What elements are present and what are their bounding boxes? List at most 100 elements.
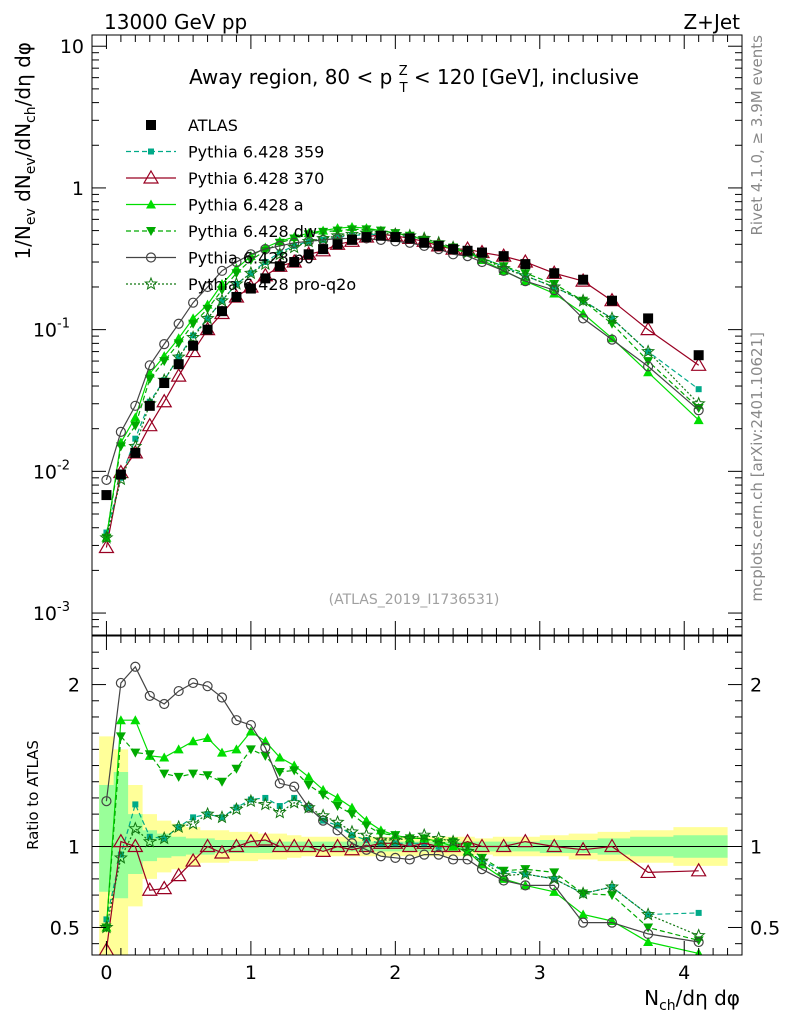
ratio-point-pp0 [476,864,488,875]
legend-label-pdw: Pythia 6.428 dw [188,222,317,241]
ratio-point-p370 [127,838,144,853]
ratio-point-p370 [690,862,707,877]
ratio-point-pdw [361,821,372,831]
ratio-point-pp0 [216,692,228,703]
ratio-point-pq2o [431,831,446,845]
main-point-atlas [578,274,589,285]
main-point-pq2o [691,396,706,410]
ratio-point-pp0 [346,838,358,849]
ratio-point-pq2o [475,853,489,867]
main-point-pp0 [216,265,228,276]
ratio-point-p370 [473,838,491,853]
ratio-point-pp0 [390,852,401,863]
ratio-point-pq2o [142,834,157,848]
main-point-pdw [115,442,126,452]
ratio-point-p370 [315,843,332,857]
main-point-pa [607,333,617,343]
ratio-point-pq2o [272,805,287,819]
main-point-p359 [609,315,615,322]
main-point-pq2o [301,233,316,248]
ratio-y-tick-label: 2 [68,675,80,697]
ratio-point-pq2o [417,827,432,842]
main-point-pp0 [693,405,704,416]
ratio-point-p370 [358,838,375,853]
main-point-pq2o [200,311,215,325]
main-point-pp0 [159,339,170,350]
ratio-point-p359 [247,796,254,803]
ratio-point-pq2o [373,832,388,847]
ratio-point-pa [173,744,184,754]
main-point-pdw [188,319,199,329]
main-line-pq2o [105,232,700,538]
ratio-point-pp0 [303,802,314,813]
main-point-atlas [549,268,560,279]
ratio-point-pp0 [173,685,184,697]
main-y-axis-label: 1/Nev dNev/dNch/dη dφ [11,42,39,260]
ratio-point-pq2o [496,868,511,882]
main-point-pq2o [99,530,114,544]
ratio-point-pa [260,736,271,746]
main-point-p370 [640,321,657,336]
ratio-point-pa [643,937,654,947]
main-point-pq2o [547,279,562,293]
ratio-point-p370 [228,838,245,853]
ratio-point-pq2o [157,831,172,845]
ratio-series-pq2o [99,793,706,942]
analysis-watermark: (ATLAS_2019_I1736531) [329,592,500,608]
ratio-point-p370 [242,833,259,848]
main-point-atlas [643,313,654,324]
ratio-y-tick-label-right: 2 [750,675,762,697]
main-point-pq2o [272,246,287,261]
main-point-pdw [159,357,170,367]
main-point-pp0 [173,318,184,329]
ratio-point-pq2o [301,800,316,814]
main-point-pp0 [520,276,531,287]
main-point-pdw [217,286,227,296]
ratio-point-pp0 [260,742,271,753]
legend-marker-pp0 [145,252,157,263]
ratio-point-p359 [132,801,139,808]
legend-label-pq2o: Pythia 6.428 pro-q2o [188,275,356,294]
ratio-point-pq2o [243,793,258,808]
main-point-pq2o [496,261,511,275]
main-point-pp0 [130,400,141,411]
ratio-point-p370 [372,835,389,849]
ratio-point-p370 [603,838,621,853]
main-point-atlas [115,469,126,480]
main-point-atlas [202,324,213,335]
main-point-p370 [141,417,158,432]
ratio-point-p370 [213,844,231,859]
main-point-pq2o [605,311,619,325]
legend-entry-pq2o: Pythia 6.428 pro-q2o [126,275,356,294]
ratio-point-pp0 [101,796,112,807]
ratio-point-pa [159,752,170,762]
ratio-point-p370 [156,880,173,895]
side-label-top: Rivet 4.1.0, ≥ 3.9M events [748,35,766,236]
legend-label-p359: Pythia 6.428 359 [188,143,324,162]
ratio-point-p359 [117,851,124,858]
main-point-pa [643,367,654,377]
ratio-point-pq2o [99,920,114,934]
ratio-point-p359 [219,814,225,821]
legend-label-p370: Pythia 6.428 370 [188,169,324,188]
legend-marker-atlas [146,120,156,130]
main-point-atlas [361,232,372,243]
main-point-atlas [607,295,617,306]
ratio-line-pp0 [105,665,699,943]
ratio-point-pdw [390,831,401,841]
ratio-point-p359 [695,909,702,916]
ratio-line-pq2o [105,800,699,937]
ratio-point-pdw [607,891,617,901]
main-point-atlas [159,378,170,389]
main-point-pdw [202,304,213,314]
main-point-p370 [170,367,187,382]
ratio-point-pa [332,792,343,802]
ratio-point-pdw [498,866,509,876]
main-point-atlas [419,237,430,248]
main-point-atlas [332,239,343,250]
main-point-p359 [190,332,197,339]
main-point-atlas [693,350,704,361]
legend-label-pp0: Pythia 6.428 p0 [188,249,314,268]
main-point-pq2o [186,330,201,344]
